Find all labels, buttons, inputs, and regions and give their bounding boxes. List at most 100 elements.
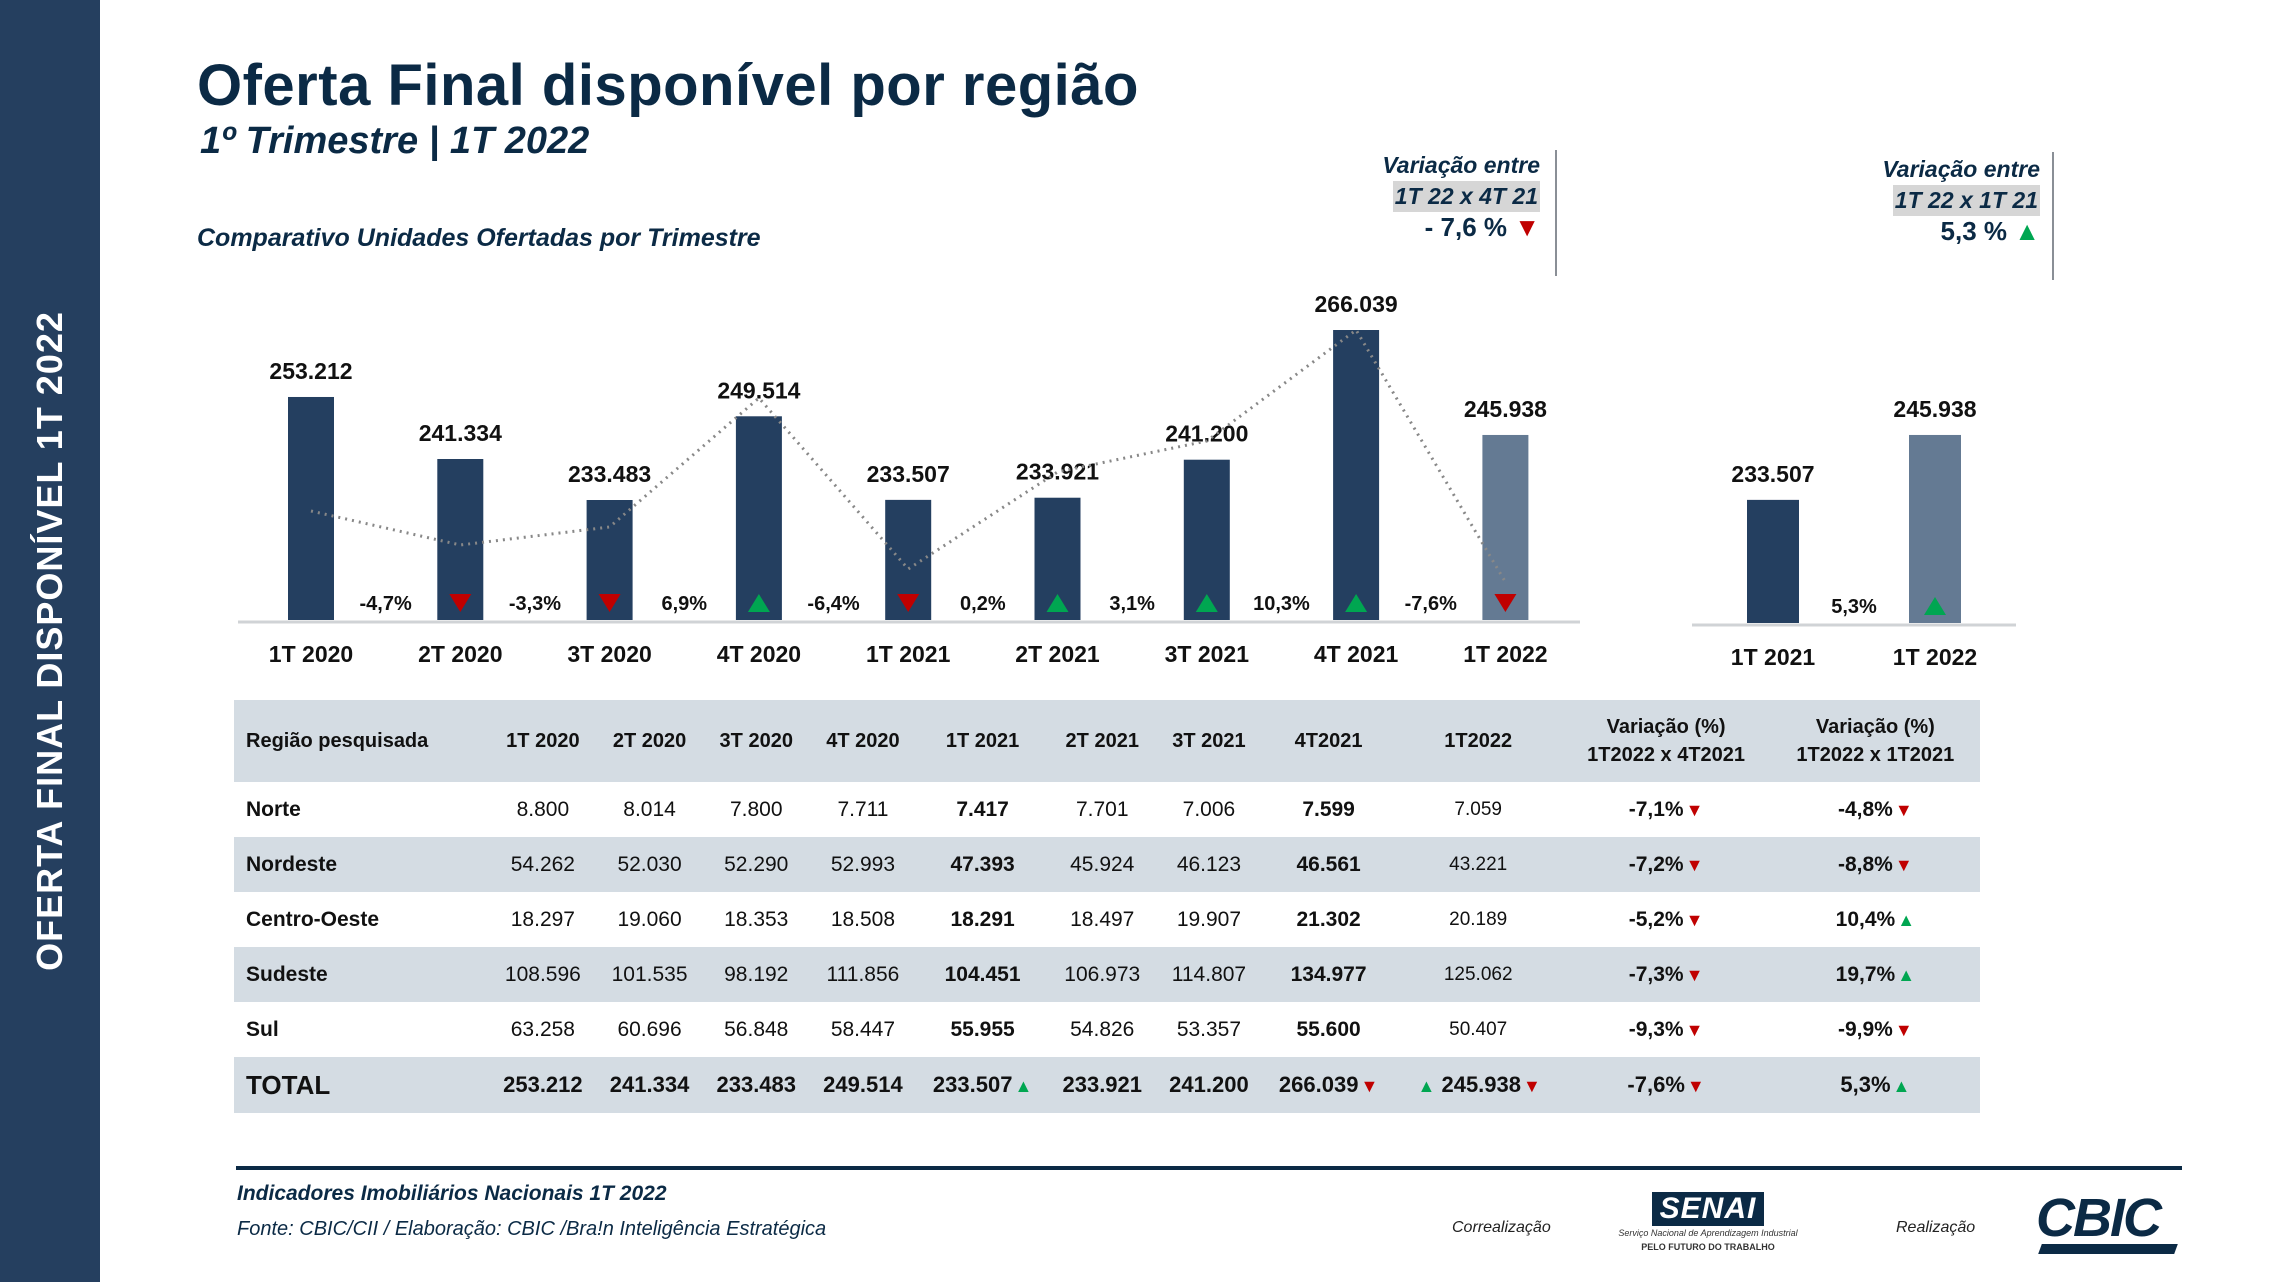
variation-cell: -4,8% ▼ [1838, 797, 1913, 821]
table-cell: 19.907 [1176, 907, 1242, 931]
region-table: Região pesquisada 1T 2020 2T 2020 3T 2020 4T… [234, 700, 1980, 1113]
table-header-row: Região pesquisada 1T 2020 2T 2020 3T 2020 4T… [234, 700, 1980, 782]
page-title: Oferta Final disponível por região [197, 53, 1139, 118]
table-cell: 104.451 [916, 947, 1049, 1002]
column-header: 3T 2020 [702, 700, 810, 782]
region-name: Nordeste [234, 837, 490, 892]
sidebar: OFERTA FINAL DISPONÍVEL 1T 2022 [0, 0, 100, 1282]
bar-1t-2022 [1909, 434, 1961, 623]
down-arrow-icon: ▼ [1685, 964, 1704, 985]
bar-value-label: 233.921 [1016, 459, 1099, 485]
column-header: 4T2021 [1262, 700, 1395, 782]
variation-cell: -7,2% ▼ [1561, 837, 1771, 892]
x-tick-label: 4T 2021 [1314, 641, 1399, 667]
quarterly-bar-chart: 253.212 1T 2020 241.334 2T 2020 233.483 3T 20… [238, 291, 2016, 670]
variation-period: 1T 22 x 4T 21 [1392, 181, 1540, 212]
column-header: Região pesquisada [234, 700, 490, 782]
column-header: 2T 2021 [1048, 700, 1156, 782]
table-cell: ▲ 245.938 ▼ [1394, 1057, 1562, 1113]
bar-value-label: 249.514 [717, 377, 800, 403]
down-arrow-icon: ▼ [1360, 1076, 1379, 1096]
change-label: 3,1% [1109, 593, 1155, 615]
cbic-logo: CBIC [2036, 1191, 2178, 1254]
bar-4t-2020 [735, 416, 782, 620]
table-cell: 111.856 [809, 947, 917, 1002]
table-cell: 60.696 [617, 1017, 682, 1041]
table-cell: 63.258 [510, 1017, 575, 1041]
table-cell: 21.302 [1296, 907, 1361, 931]
table-cell: 47.393 [916, 837, 1049, 892]
down-arrow-icon [897, 594, 920, 612]
table-cell: 18.297 [510, 907, 575, 931]
x-tick-label: 1T 2020 [269, 641, 353, 667]
change-label: 0,2% [960, 593, 1006, 615]
table-cell: 7.059 [1454, 798, 1502, 820]
up-arrow-icon [1195, 594, 1218, 612]
footer-title: Indicadores Imobiliários Nacionais 1T 20… [237, 1182, 667, 1205]
region-name: Centro-Oeste [246, 907, 380, 931]
up-arrow-icon: ▲ [1014, 1076, 1033, 1096]
up-arrow-icon [747, 594, 770, 612]
region-name: Sul [246, 1017, 279, 1041]
bar-3t-2021 [1183, 459, 1230, 620]
down-arrow-icon: ▼ [1894, 854, 1913, 875]
table-cell: 46.123 [1155, 837, 1263, 892]
table-cell: 98.192 [702, 947, 810, 1002]
table-cell: 106.973 [1048, 947, 1156, 1002]
x-tick-label: 2T 2020 [418, 641, 502, 667]
footer-divider [236, 1166, 2182, 1170]
up-arrow-icon [1924, 597, 1946, 615]
table-cell: 58.447 [830, 1017, 896, 1041]
column-header: Variação (%) 1T2022 x 4T2021 [1561, 700, 1771, 782]
change-label: -3,3% [509, 593, 561, 615]
down-arrow-icon: ▼ [1685, 1019, 1704, 1040]
table-cell: 134.977 [1262, 947, 1395, 1002]
up-arrow-icon: ▲ [1897, 964, 1916, 985]
table-cell: 45.924 [1048, 837, 1156, 892]
divider [2052, 152, 2054, 280]
divider [1555, 150, 1557, 276]
down-arrow-icon: ▼ [1514, 212, 1540, 242]
bar-4t-2021 [1333, 330, 1380, 620]
x-tick-label: 1T 2022 [1893, 644, 1977, 670]
up-arrow-icon [1046, 594, 1069, 612]
table-cell: 52.290 [702, 837, 810, 892]
bar-value-label: 245.938 [1893, 396, 1976, 422]
bar-1t-2022 [1482, 434, 1529, 620]
bar-value-label: 266.039 [1315, 291, 1398, 317]
table-row: Sul 63.258 60.696 56.848 58.447 55.955 54.826 5… [234, 1002, 1980, 1057]
table-cell: 46.561 [1262, 837, 1395, 892]
variation-cell: -9,3% ▼ [1628, 1017, 1704, 1041]
table-row: Centro-Oeste 18.297 19.060 18.353 18.508 18.2… [234, 892, 1980, 947]
column-header: 2T 2020 [596, 700, 703, 782]
cbic-logo-bar [2038, 1244, 2178, 1254]
table-cell: 8.014 [623, 797, 676, 821]
x-tick-label: 1T 2022 [1463, 641, 1547, 667]
table-cell: 8.800 [516, 797, 570, 821]
table-cell: 114.807 [1155, 947, 1263, 1002]
x-tick-label: 4T 2020 [717, 641, 801, 667]
down-arrow-icon [449, 594, 472, 612]
bar-value-label: 233.507 [1731, 461, 1814, 487]
bar-value-label: 233.507 [867, 461, 950, 487]
bar-value-label: 253.212 [269, 358, 352, 384]
table-cell: 253.212 [489, 1057, 597, 1113]
down-arrow-icon: ▼ [1894, 1019, 1913, 1040]
footer-source: Fonte: CBIC/CII / Elaboração: CBIC /Bra!… [237, 1218, 827, 1240]
table-cell: 20.189 [1449, 908, 1508, 930]
variation-cell: -8,8% ▼ [1770, 837, 1980, 892]
variation-box-quarter: Variação entre 1T 22 x 4T 21 - 7,6 % ▼ [1300, 150, 1540, 243]
column-header: 1T2022 [1394, 700, 1562, 782]
change-label: 5,3% [1831, 596, 1877, 618]
variation-cell: -7,3% ▼ [1561, 947, 1771, 1002]
senai-tagline: PELO FUTURO DO TRABALHO [1641, 1242, 1775, 1252]
change-label: 6,9% [661, 593, 707, 615]
x-tick-label: 2T 2021 [1015, 641, 1100, 667]
bar-1t-2020 [288, 396, 334, 620]
senai-logo-text: SENAI [1651, 1192, 1765, 1226]
variation-cell: 5,3% ▲ [1770, 1057, 1980, 1113]
up-arrow-icon: ▲ [1892, 1076, 1911, 1096]
page-subtitle: 1º Trimestre | 1T 2022 [200, 120, 590, 162]
x-tick-label: 1T 2021 [1731, 644, 1816, 670]
table-row: Norte 8.800 8.014 7.800 7.711 7.417 7.701 7.006… [234, 782, 1980, 837]
